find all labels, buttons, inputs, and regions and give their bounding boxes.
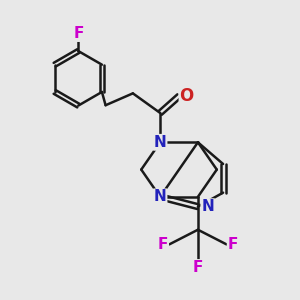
Text: N: N bbox=[201, 199, 214, 214]
Text: N: N bbox=[154, 189, 167, 204]
Text: F: F bbox=[158, 237, 168, 252]
Text: F: F bbox=[228, 237, 238, 252]
Text: O: O bbox=[180, 87, 194, 105]
Text: F: F bbox=[193, 260, 203, 275]
Text: N: N bbox=[154, 135, 167, 150]
Text: F: F bbox=[73, 26, 83, 41]
